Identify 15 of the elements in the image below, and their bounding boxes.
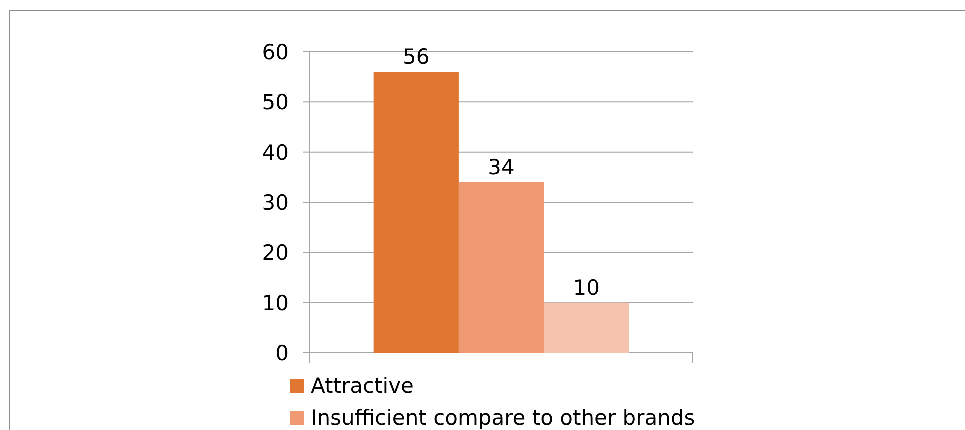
y-tick-label: 50 xyxy=(262,90,289,115)
y-tick-label: 10 xyxy=(262,291,289,316)
y-tick-label: 20 xyxy=(262,241,289,266)
legend-label: Insufficient compare to other brands xyxy=(311,406,696,430)
legend-label: Attractive xyxy=(311,374,414,398)
y-tick-label: 60 xyxy=(262,40,289,65)
y-tick-label: 40 xyxy=(262,140,289,165)
y-tick-label: 30 xyxy=(262,191,289,216)
bar xyxy=(374,72,459,353)
data-label: 34 xyxy=(488,155,515,180)
data-label: 10 xyxy=(573,276,600,300)
bar xyxy=(458,182,544,353)
y-tick-label: 0 xyxy=(276,342,289,366)
bar xyxy=(544,302,630,353)
data-label: 56 xyxy=(403,45,430,70)
